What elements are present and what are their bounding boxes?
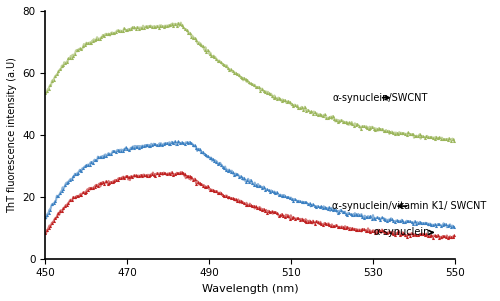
Y-axis label: ThT fluorescence intensity (a.U): ThT fluorescence intensity (a.U) <box>7 57 17 213</box>
Text: α-synuclein: α-synuclein <box>373 228 433 237</box>
Text: α-synuclein/SWCNT: α-synuclein/SWCNT <box>332 93 428 103</box>
Text: α-synuclein/vitamin K1/ SWCNT: α-synuclein/vitamin K1/ SWCNT <box>332 201 486 211</box>
X-axis label: Wavelength (nm): Wavelength (nm) <box>202 284 298 294</box>
